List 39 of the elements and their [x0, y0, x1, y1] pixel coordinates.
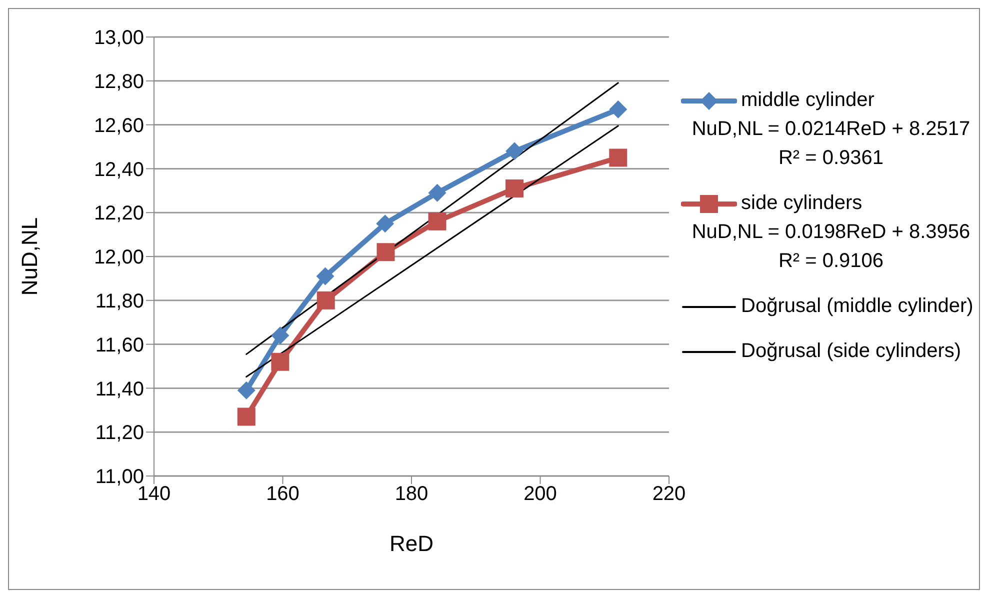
point	[237, 381, 256, 400]
point	[609, 100, 628, 118]
y-tick-label: 11,80	[95, 290, 144, 312]
y-tick-label: 12,20	[94, 202, 144, 225]
point	[271, 352, 290, 371]
y-tick-label: 12,00	[94, 246, 144, 269]
point	[428, 212, 446, 230]
text: R² = 0.9361	[777, 147, 885, 170]
text: NuD,NL = 0.0214ReD + 8.2517	[690, 118, 972, 141]
text: NuD,NL = 0.0198ReD + 8.3956	[690, 221, 972, 244]
legend-label: Doğrusal (side cylinders)	[741, 340, 962, 363]
y-tick-label: 11,20	[95, 422, 144, 444]
y-tick-label: 12,60	[94, 114, 144, 137]
legend-label: Doğrusal (middle cylinder)	[741, 295, 974, 318]
point	[609, 148, 628, 167]
point	[316, 291, 335, 310]
x-tick-label: 160	[266, 483, 300, 506]
y-tick-label: 13,00	[94, 27, 144, 50]
x-tick-label: 200	[524, 483, 557, 506]
point	[506, 142, 524, 160]
text: R² = 0.9106	[777, 250, 885, 273]
point	[376, 243, 395, 262]
legend-label: middle cylinder	[741, 89, 874, 112]
x-tick-label: 180	[394, 483, 428, 506]
x-tick-label: 220	[652, 483, 686, 506]
y-tick-label: 12,40	[94, 158, 144, 181]
point	[271, 326, 290, 345]
point	[506, 179, 524, 198]
x-tick-label: 140	[137, 483, 171, 506]
y-tick-label: 11,60	[95, 334, 144, 356]
y-axis-title: NuD,NL	[16, 217, 42, 296]
point	[428, 184, 446, 202]
point	[316, 267, 334, 286]
point	[376, 214, 394, 233]
x-axis-title: ReD	[389, 531, 434, 556]
y-tick-label: 11,40	[95, 378, 144, 400]
y-tick-label: 12,80	[94, 71, 144, 93]
point	[237, 408, 256, 426]
legend-label: side cylinders	[741, 192, 862, 215]
